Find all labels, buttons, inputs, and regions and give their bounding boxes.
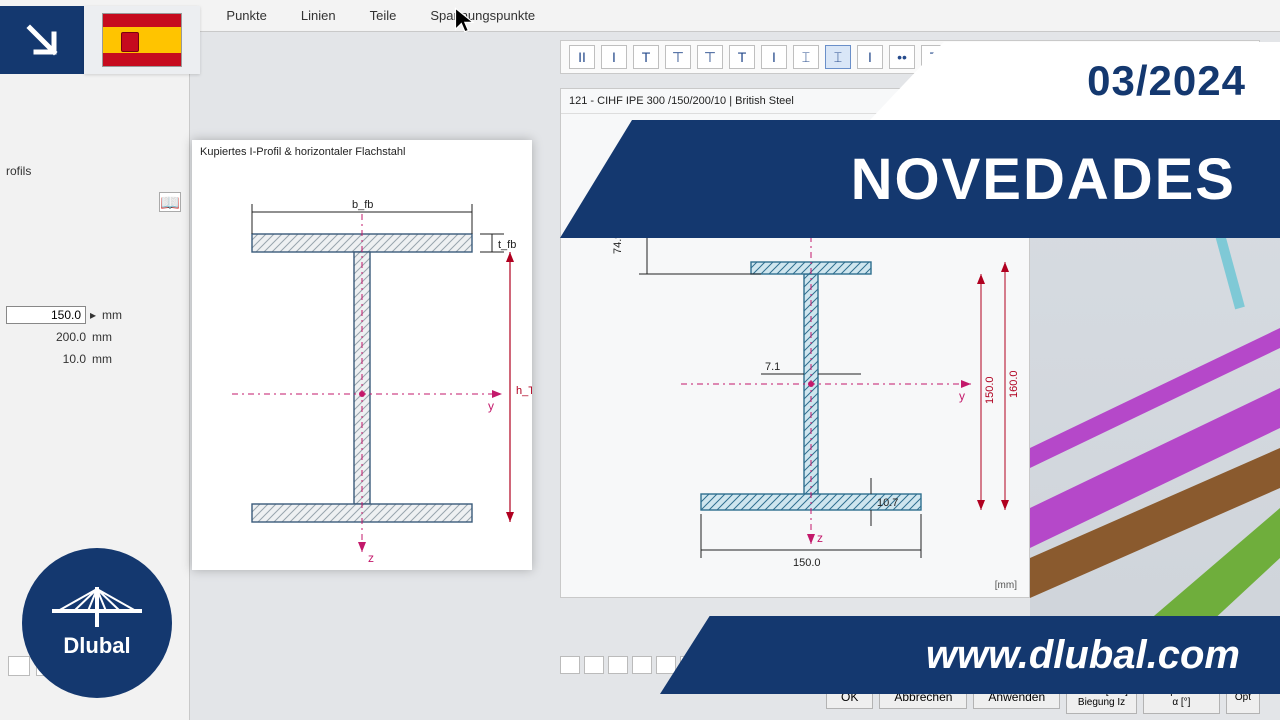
language-flag-spain (84, 6, 200, 74)
panel-title: Kupiertes I-Profil & horizontaler Flachs… (192, 140, 532, 164)
brand-bridge-icon (52, 587, 142, 627)
dim-value: 10.7 (877, 497, 898, 509)
section-type-button[interactable]: T (633, 45, 659, 69)
parameter-value: 10.0 (6, 352, 86, 366)
footer-icon[interactable] (8, 656, 30, 676)
section-type-button[interactable]: I (601, 45, 627, 69)
dim-label: b_fb (352, 199, 373, 211)
parameter-list: ▸ mm 200.0 mm 10.0 mm (6, 304, 182, 370)
axis-label: z (368, 551, 374, 565)
parameter-row: ▸ mm (6, 304, 182, 326)
date-text: 03/2024 (1087, 57, 1246, 105)
footer-icon[interactable] (560, 656, 580, 674)
dim-value: 150.0 (984, 376, 996, 404)
menu-item[interactable]: Spannungspunkte (430, 8, 535, 23)
stage: erte Punkte Linien Teile Spannungspunkte… (0, 0, 1280, 720)
brand-name: Dlubal (63, 633, 130, 659)
title-banner: NOVEDADES (560, 120, 1280, 238)
section-type-button[interactable]: II (569, 45, 595, 69)
spain-flag-icon (102, 13, 182, 67)
corner-arrow-tab (0, 6, 84, 74)
date-banner: 03/2024 (870, 42, 1280, 120)
title-text: NOVEDADES (851, 146, 1236, 213)
section-type-button[interactable]: ⊤ (697, 45, 723, 69)
axis-label: y (959, 389, 965, 403)
footer-icon[interactable] (608, 656, 628, 674)
axis-label: y (488, 399, 494, 413)
section-svg-left: b_fb t_fb h_T y z (192, 164, 532, 568)
unit-label: mm (102, 308, 122, 322)
dim-value: 7.1 (765, 361, 780, 373)
section-type-button[interactable]: ⌶ (793, 45, 819, 69)
mouse-cursor-icon (452, 6, 480, 34)
arrow-down-right-icon (22, 20, 62, 60)
url-banner: www.dlubal.com (660, 616, 1280, 694)
menu-item[interactable]: Teile (370, 8, 397, 23)
unit-label: mm (92, 330, 112, 344)
section-type-button[interactable]: ⊤ (665, 45, 691, 69)
axis-label: z (817, 531, 823, 545)
section-diagram-left: Kupiertes I-Profil & horizontaler Flachs… (192, 140, 532, 570)
menu-item[interactable]: Punkte (226, 8, 266, 23)
dim-value: 160.0 (1008, 370, 1020, 398)
sidebar-section-label: rofils (6, 164, 31, 178)
unit-label: mm (92, 352, 112, 366)
section-type-button[interactable]: I (761, 45, 787, 69)
url-text: www.dlubal.com (926, 633, 1240, 678)
parameter-value: 200.0 (6, 330, 86, 344)
footer-icon[interactable] (632, 656, 652, 674)
dim-label: h_T (516, 385, 532, 397)
parameter-row: 10.0 mm (6, 348, 182, 370)
library-icon[interactable]: 📖 (159, 192, 181, 212)
section-type-button[interactable]: T (729, 45, 755, 69)
brand-logo-badge: Dlubal (22, 548, 172, 698)
section-type-button-selected[interactable]: ⌶ (825, 45, 851, 69)
menu-item[interactable]: Linien (301, 8, 336, 23)
dim-value: 150.0 (793, 557, 821, 569)
dim-label: t_fb (498, 239, 516, 251)
unit-label: [mm] (995, 580, 1017, 591)
parameter-input[interactable] (6, 306, 86, 324)
parameter-row: 200.0 mm (6, 326, 182, 348)
footer-icon[interactable] (584, 656, 604, 674)
